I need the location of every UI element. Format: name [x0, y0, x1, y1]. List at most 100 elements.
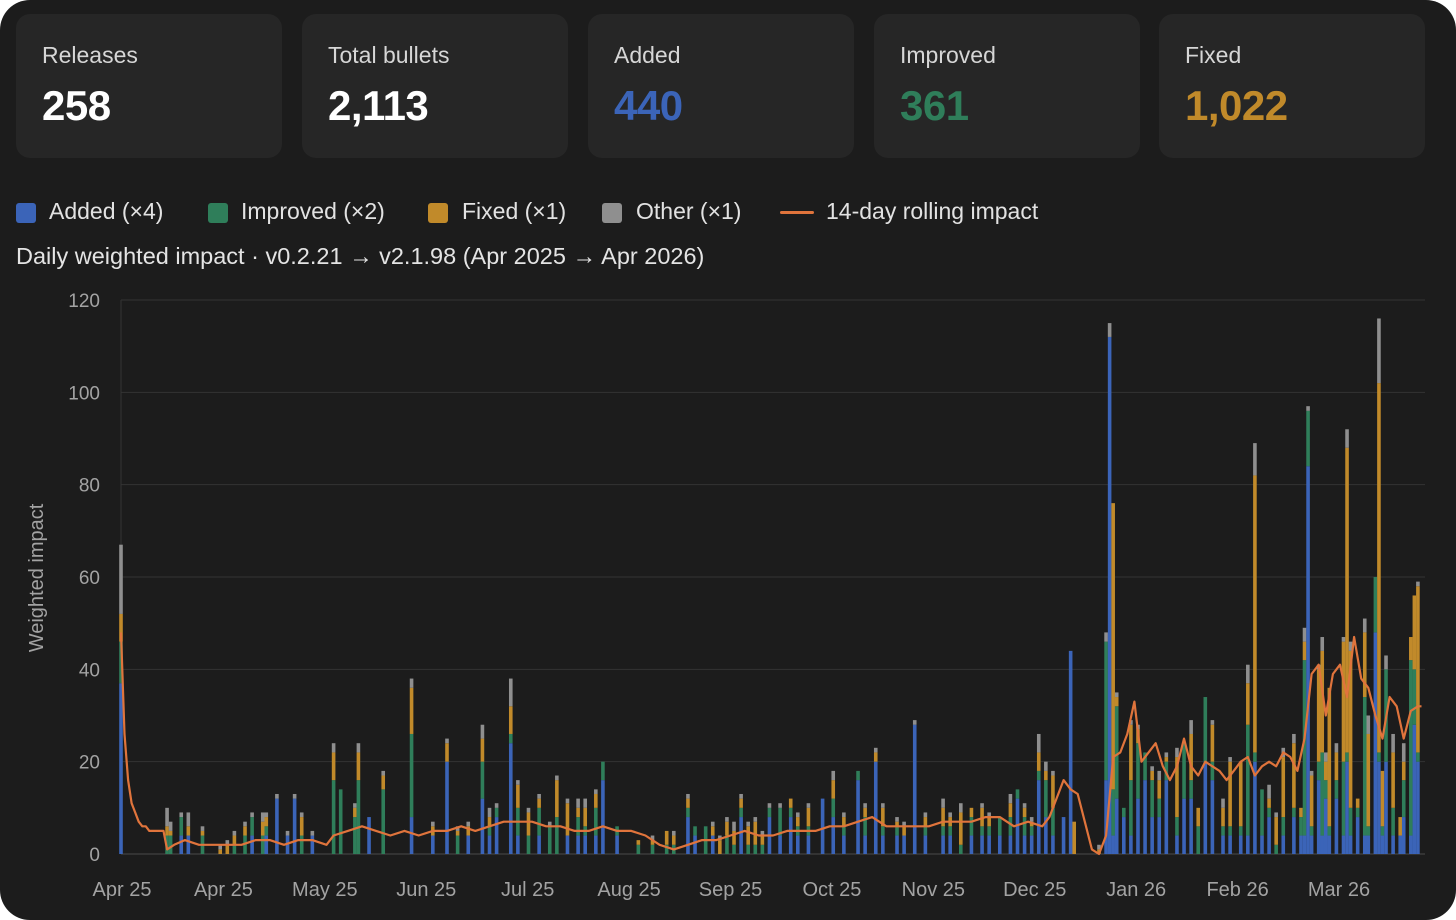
- bar-segment-improved: [1246, 724, 1250, 836]
- bar-segment-added: [1316, 780, 1321, 854]
- bar-segment-fixed: [1044, 770, 1048, 781]
- bar-segment-fixed: [381, 775, 386, 790]
- legend-swatch: [16, 203, 36, 223]
- bar-segment-added: [969, 835, 974, 854]
- bar-segment-improved: [1189, 780, 1193, 799]
- bar-segment-improved: [1316, 761, 1321, 781]
- bar-segment-improved: [1345, 752, 1349, 762]
- bar-segment-other: [119, 544, 123, 614]
- bar-segment-improved: [264, 826, 269, 836]
- bar-segment-fixed: [902, 826, 906, 836]
- bar-segment-added: [1355, 817, 1360, 854]
- bar-segment-added: [1228, 835, 1232, 854]
- stat-value: 258: [42, 82, 111, 129]
- bar-segment-improved: [1136, 743, 1140, 799]
- bar-segment-added: [1182, 798, 1186, 854]
- bar-segment-improved: [739, 807, 743, 818]
- x-tick-label: Jan 26: [1106, 879, 1166, 901]
- bar-segment-added: [1129, 835, 1133, 854]
- bar-segment-improved: [1373, 577, 1378, 633]
- bar-segment-added: [1143, 780, 1147, 854]
- bar-segment-added: [806, 835, 811, 854]
- bar-segment-fixed: [710, 826, 715, 836]
- bar-segment-improved: [494, 807, 499, 818]
- bar-segment-fixed: [796, 817, 800, 827]
- bar-segment-added: [494, 817, 499, 854]
- bar-segment-added: [987, 835, 991, 854]
- bar-segment-other: [941, 798, 945, 808]
- bar-segment-fixed: [1380, 770, 1385, 827]
- bar-segment-improved: [1228, 826, 1232, 836]
- y-axis-title: Weighted impact: [26, 503, 48, 652]
- bar-segment-fixed: [671, 835, 676, 845]
- bar-segment-fixed: [1114, 697, 1119, 707]
- bar-segment-fixed: [555, 780, 559, 818]
- legend-label: Fixed (×1): [462, 198, 567, 224]
- bar-segment-fixed: [480, 738, 485, 762]
- bar-segment-fixed: [1246, 683, 1250, 725]
- bar-segment-added: [856, 780, 860, 854]
- bar-segment-added: [1111, 835, 1115, 854]
- bar-segment-added: [1238, 835, 1243, 854]
- bar-segment-other: [353, 803, 357, 808]
- bar-segment-other: [1292, 733, 1296, 744]
- bar-segment-improved: [948, 826, 952, 836]
- bar-segment-added: [1345, 761, 1349, 854]
- bar-segment-other: [285, 830, 290, 836]
- legend-swatch: [602, 203, 622, 223]
- bar-segment-other: [959, 803, 963, 813]
- bar-segment-other: [686, 793, 690, 799]
- bar-segment-other: [1323, 752, 1328, 762]
- bar-segment-improved: [232, 844, 237, 854]
- bar-segment-fixed: [725, 821, 729, 836]
- bar-segment-improved: [1323, 780, 1328, 799]
- bar-segment-added: [601, 780, 605, 854]
- bar-segment-added: [842, 835, 846, 854]
- y-tick-label: 80: [79, 476, 100, 497]
- bar-segment-improved: [555, 817, 559, 854]
- bar-segment-fixed: [1416, 586, 1420, 753]
- bar-segment-fixed: [873, 752, 878, 762]
- bar-segment-other: [225, 840, 230, 845]
- bar-segment-other: [583, 798, 587, 808]
- bar-segment-added: [1203, 761, 1208, 854]
- bar-segment-fixed: [225, 844, 230, 854]
- bar-segment-added: [594, 835, 598, 854]
- legend-label: 14-day rolling impact: [826, 198, 1039, 224]
- bar-segment-improved: [409, 733, 414, 818]
- bar-segment-other: [732, 821, 736, 831]
- bar-segment-improved: [179, 817, 184, 836]
- bar-segment-other: [526, 807, 531, 813]
- bar-segment-other: [912, 720, 917, 725]
- bar-segment-added: [1416, 761, 1420, 854]
- bar-segment-other: [250, 812, 254, 818]
- bar-segment-fixed: [1267, 798, 1271, 808]
- bar-segment-other: [1366, 715, 1371, 734]
- bar-segment-improved: [1036, 770, 1041, 781]
- x-tick-label: Feb 26: [1206, 879, 1268, 901]
- bar-segment-improved: [732, 844, 736, 854]
- bar-segment-fixed: [664, 830, 669, 845]
- bar-segment-fixed: [1323, 761, 1328, 781]
- bar-segment-fixed: [718, 840, 722, 854]
- bar-segment-improved: [760, 844, 765, 854]
- bar-segment-improved: [1355, 807, 1360, 818]
- bar-segment-other: [1022, 803, 1027, 808]
- bar-segment-other: [537, 793, 541, 799]
- bar-segment-fixed: [746, 826, 750, 845]
- bar-segment-improved: [1022, 817, 1027, 836]
- bar-segment-other: [179, 812, 184, 818]
- bar-segment-added: [1380, 835, 1385, 854]
- bar-segment-improved: [1221, 826, 1225, 836]
- bar-segment-improved: [895, 826, 899, 836]
- bar-segment-fixed: [831, 780, 836, 799]
- bar-segment-fixed: [576, 807, 580, 818]
- bar-segment-other: [1221, 798, 1225, 808]
- bar-segment-added: [1362, 835, 1367, 854]
- bar-segment-added: [778, 835, 782, 854]
- bar-segment-added: [1061, 817, 1066, 854]
- bar-segment-improved: [1377, 752, 1381, 762]
- bar-segment-added: [1253, 761, 1257, 854]
- bar-segment-improved: [576, 817, 580, 836]
- bar-segment-improved: [1253, 752, 1257, 762]
